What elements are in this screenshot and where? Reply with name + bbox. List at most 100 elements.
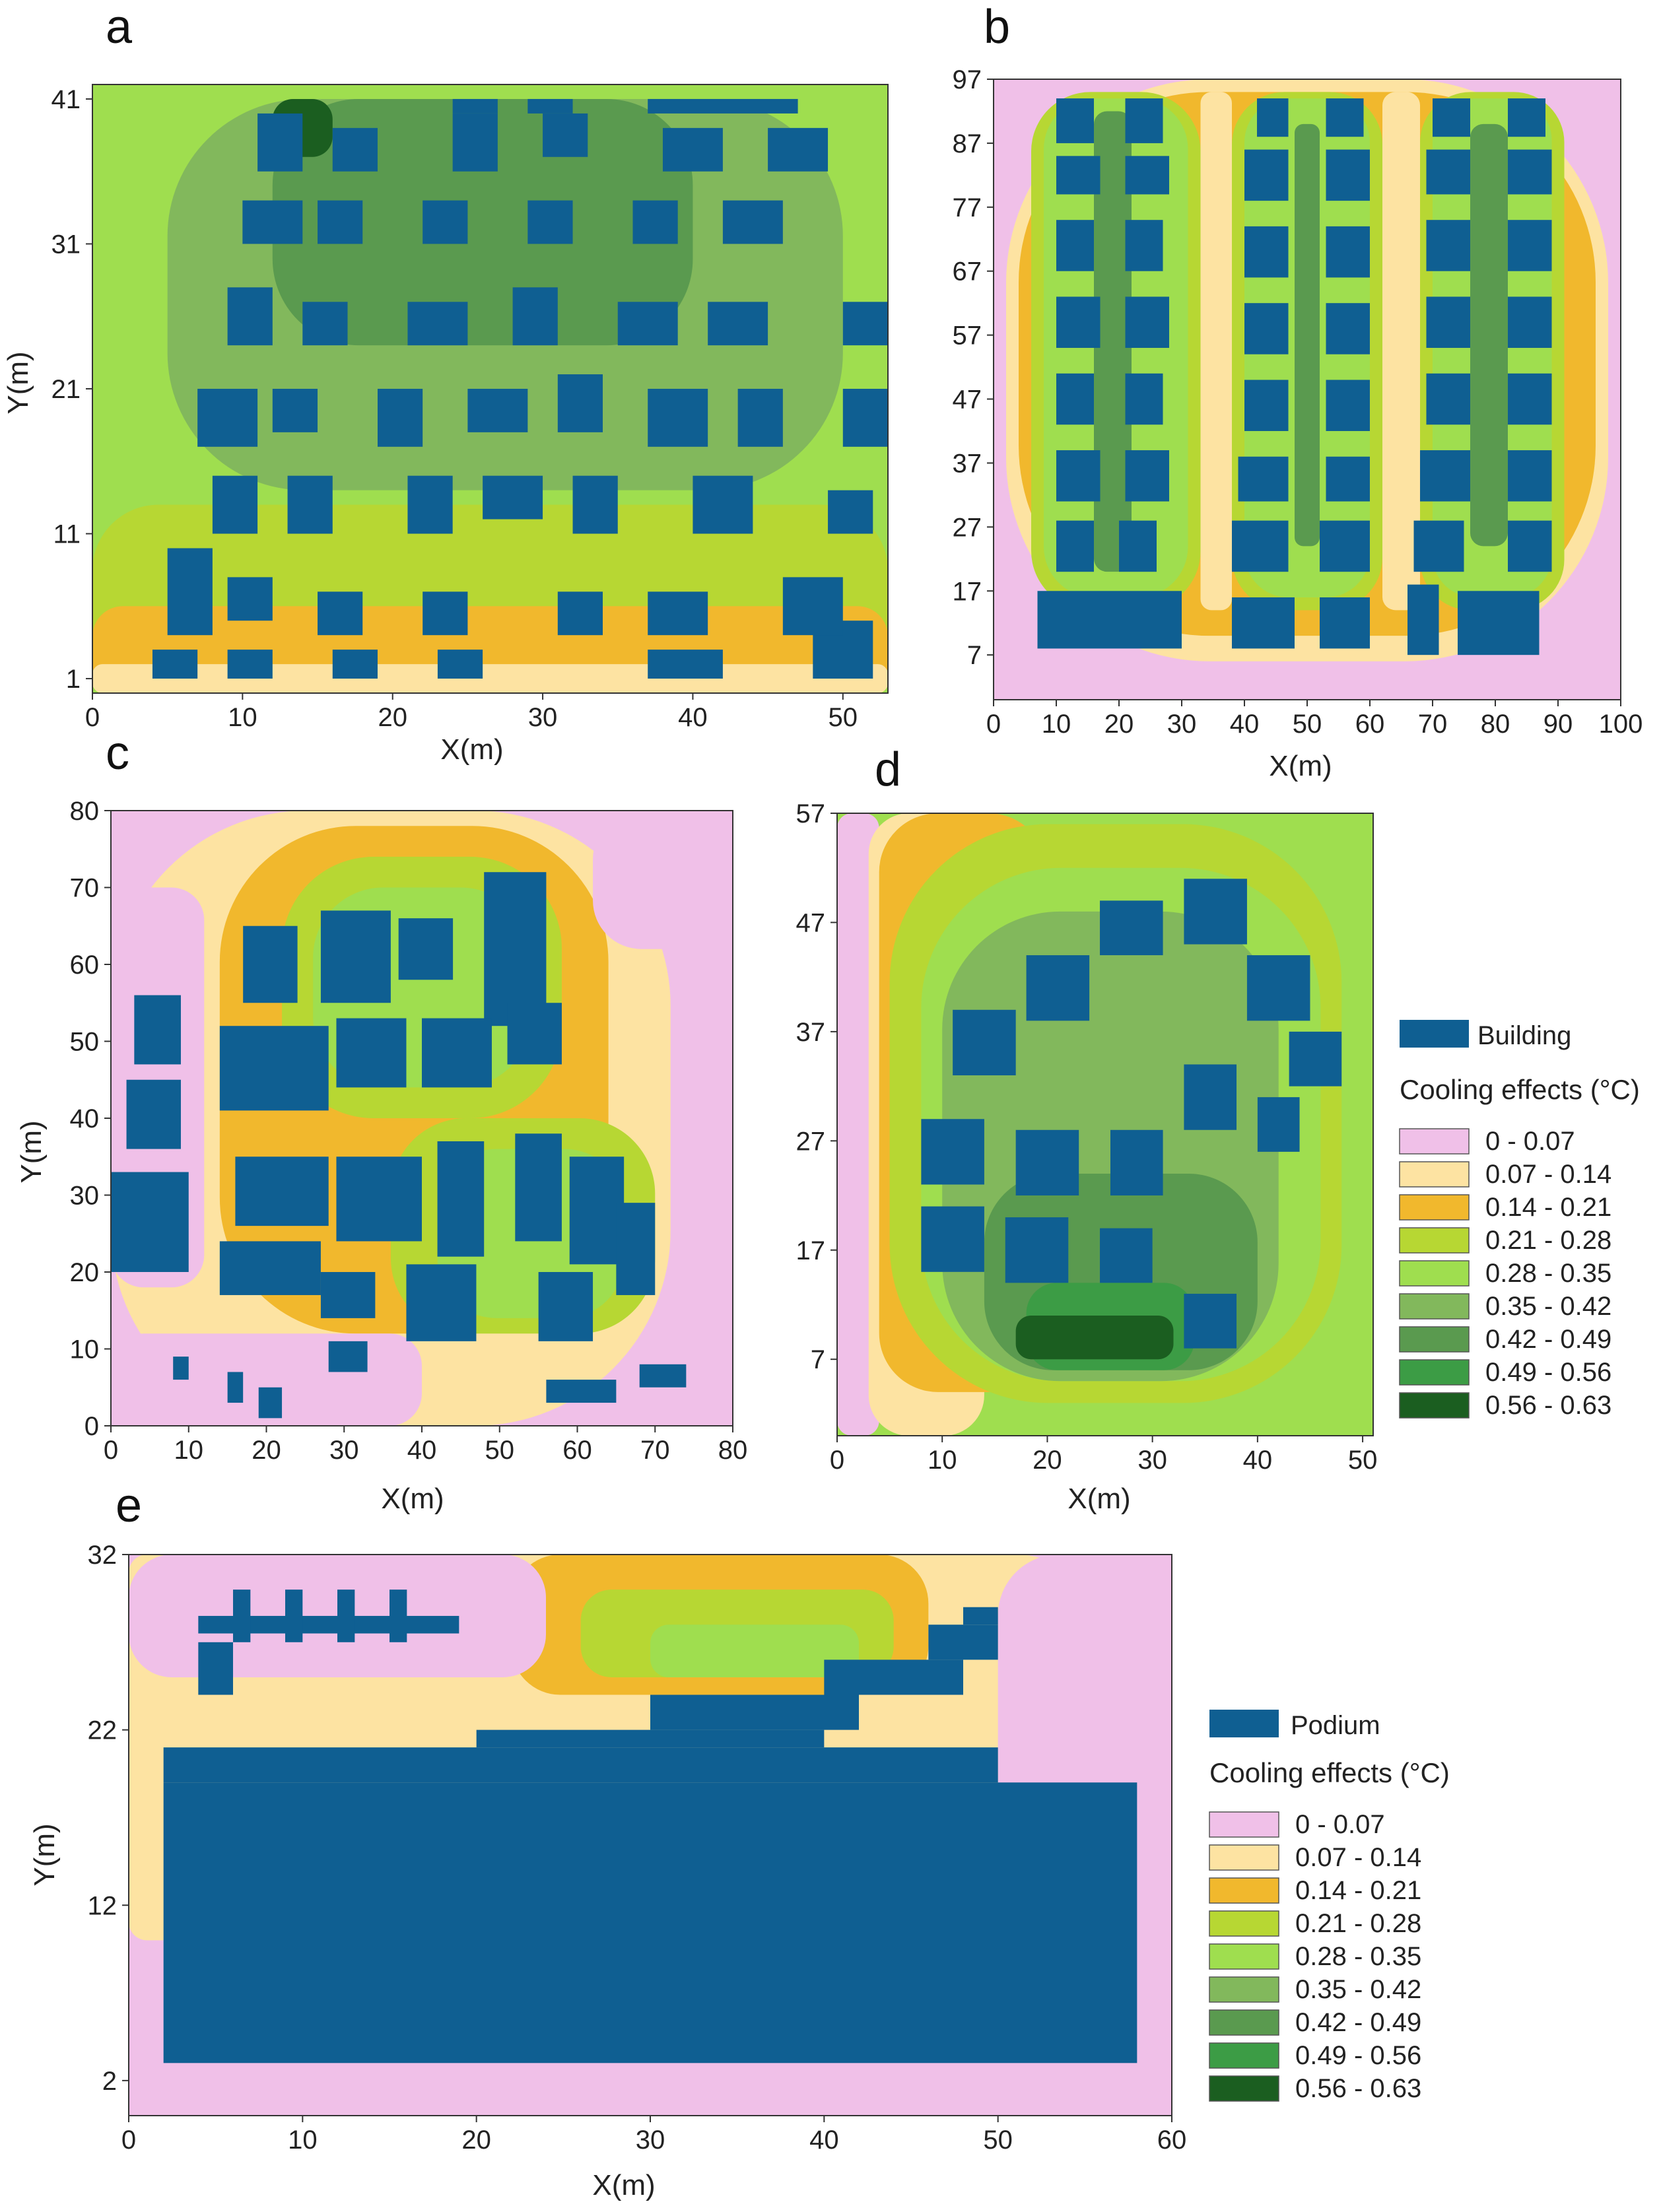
y-tick-label: 21: [51, 375, 81, 404]
building-block: [1433, 98, 1470, 137]
y-tick-label: 20: [70, 1258, 100, 1287]
legend-bottom-podium-label: Podium: [1291, 1711, 1380, 1740]
x-tick-label: 10: [228, 703, 257, 732]
building-block: [406, 1264, 477, 1341]
building-block: [1125, 450, 1169, 502]
building-block: [1232, 597, 1295, 649]
building-block: [557, 591, 603, 636]
building-block: [423, 200, 468, 244]
building-block: [332, 650, 378, 679]
plot-frame: [836, 813, 1374, 1436]
building-block: [1232, 520, 1289, 572]
y-tick-label: 7: [811, 1345, 825, 1374]
panel-e-map: [129, 1555, 1172, 2116]
y-tick-label: 27: [796, 1127, 826, 1156]
y-tick-label: 87: [953, 129, 982, 158]
podium-block: [163, 1747, 337, 1783]
building-block: [1184, 879, 1247, 945]
legend-swatch: [1209, 1877, 1279, 1904]
building-block: [258, 1387, 283, 1419]
legend-swatch: [1209, 2075, 1279, 2102]
building-block: [219, 1026, 329, 1111]
cooling-zone: [650, 1625, 859, 1677]
legend-label: 0.21 - 0.28: [1485, 1226, 1611, 1255]
x-tick-label: 10: [174, 1436, 204, 1465]
building-block: [782, 577, 843, 636]
building-block: [1110, 1129, 1163, 1196]
building-block: [1326, 303, 1370, 354]
building-block: [1005, 1217, 1069, 1283]
building-block: [1100, 1228, 1153, 1283]
panel-d-map: [837, 813, 1373, 1436]
building-block: [1326, 149, 1370, 201]
y-tick-label: 27: [953, 513, 982, 542]
building-block: [336, 1156, 422, 1242]
x-tick-label: 80: [718, 1436, 748, 1465]
x-tick-label: 20: [1033, 1446, 1062, 1475]
building-block: [828, 490, 873, 534]
building-block: [302, 302, 348, 346]
building-block: [1056, 296, 1101, 349]
x-tick-label: 60: [1157, 2126, 1187, 2155]
building-block: [1320, 597, 1370, 649]
building-block: [1056, 98, 1094, 143]
x-tick-label: 30: [636, 2126, 665, 2155]
building-block: [1508, 220, 1552, 271]
building-block: [1244, 303, 1289, 354]
x-tick-label: 10: [1042, 710, 1071, 739]
y-tick-label: 57: [796, 799, 826, 828]
building-block: [242, 200, 303, 244]
panel-b-plot: 0 10 20 30 40 50 60 70 80 90 100 7 17 27 37 47 57 67 77 87 9…: [953, 65, 1643, 739]
building-block: [197, 389, 258, 447]
building-block: [257, 113, 303, 172]
y-tick-label: 12: [88, 1891, 118, 1920]
x-tick-label: 20: [1104, 710, 1134, 739]
panel-b-xlabel: X(m): [1269, 750, 1332, 782]
x-tick-label: 20: [252, 1436, 281, 1465]
building-block: [423, 591, 468, 636]
building-block: [484, 872, 547, 1026]
x-tick-label: 100: [1599, 710, 1643, 739]
panel-letter-c: c: [106, 727, 129, 780]
building-block: [507, 1003, 562, 1065]
building-block: [287, 475, 333, 534]
building-block: [1420, 450, 1470, 502]
y-tick-label: 60: [70, 951, 100, 980]
building-block: [1426, 220, 1470, 271]
legend-label: 0.56 - 0.63: [1295, 2074, 1421, 2103]
building-block: [332, 127, 378, 172]
y-tick-label: 97: [953, 65, 982, 94]
podium-block: [650, 1694, 859, 1730]
building-block: [407, 302, 468, 346]
building-block: [1508, 373, 1552, 425]
panel-letter-e: e: [116, 1479, 142, 1532]
building-block: [1458, 591, 1540, 655]
panel-c-map: [111, 811, 733, 1426]
y-tick-label: 40: [70, 1104, 100, 1133]
legend-label: 0.49 - 0.56: [1295, 2041, 1421, 2070]
legend-label: 0.56 - 0.63: [1485, 1391, 1611, 1420]
building-block: [212, 475, 258, 534]
building-block: [173, 1357, 189, 1380]
building-block: [616, 1203, 656, 1295]
legend-swatch: [1209, 1910, 1279, 1937]
building-block: [1184, 1293, 1237, 1349]
x-tick-label: 0: [121, 2126, 136, 2155]
legend-bottom-title: Cooling effects (°C): [1209, 1757, 1450, 1788]
building-block: [1326, 226, 1370, 278]
legend-label: 0 - 0.07: [1295, 1810, 1385, 1839]
legend-swatch: [1209, 1811, 1279, 1838]
cooling-zone: [670, 811, 733, 1426]
podium-block: [337, 1747, 998, 1783]
podium-block: [337, 1590, 355, 1642]
building-block: [407, 475, 453, 534]
building-block: [227, 650, 273, 679]
panel-e-ylabel: Y(m): [28, 1823, 61, 1886]
legend-top: Building Cooling effects (°C) 0 - 0.07 0.…: [1399, 1020, 1640, 1420]
building-block: [921, 1206, 984, 1272]
panel-a-map: [92, 84, 888, 693]
y-tick-label: 47: [796, 908, 826, 937]
building-block: [227, 577, 273, 621]
y-tick-label: 22: [88, 1716, 118, 1745]
